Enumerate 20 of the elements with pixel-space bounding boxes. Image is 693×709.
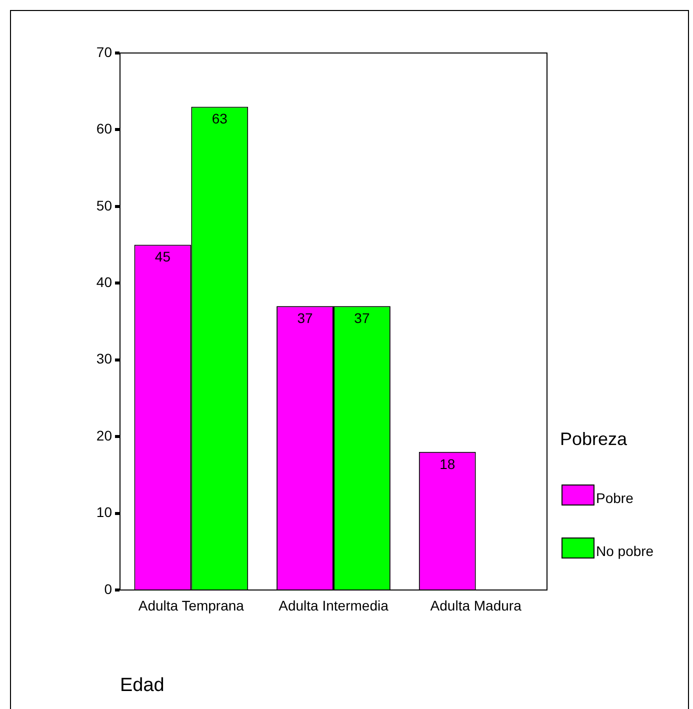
data-label: 63 xyxy=(212,110,228,127)
data-label: 37 xyxy=(354,310,370,326)
y-tick-label: 50 xyxy=(96,197,112,214)
x-tick-label: Adulta Madura xyxy=(430,597,522,614)
y-tick-label: 70 xyxy=(96,44,112,60)
legend-label: No pobre xyxy=(596,542,654,559)
y-tick-label: 30 xyxy=(96,350,112,367)
y-tick-label: 10 xyxy=(96,504,112,520)
y-tick-label: 40 xyxy=(96,274,112,290)
legend-title: Pobreza xyxy=(560,428,628,449)
data-label: 45 xyxy=(154,248,171,265)
x-tick-label: Adulta Intermedia xyxy=(278,597,389,614)
x-tick-label: Adulta Temprana xyxy=(138,597,244,614)
y-tick-label: 60 xyxy=(96,120,112,137)
x-axis-title: Edad xyxy=(120,674,164,696)
data-label: 37 xyxy=(297,310,314,326)
y-tick-label: 20 xyxy=(96,427,112,444)
legend-label: Pobre xyxy=(596,490,634,506)
data-label: 18 xyxy=(440,456,456,472)
y-tick-label: 0 xyxy=(104,580,112,597)
